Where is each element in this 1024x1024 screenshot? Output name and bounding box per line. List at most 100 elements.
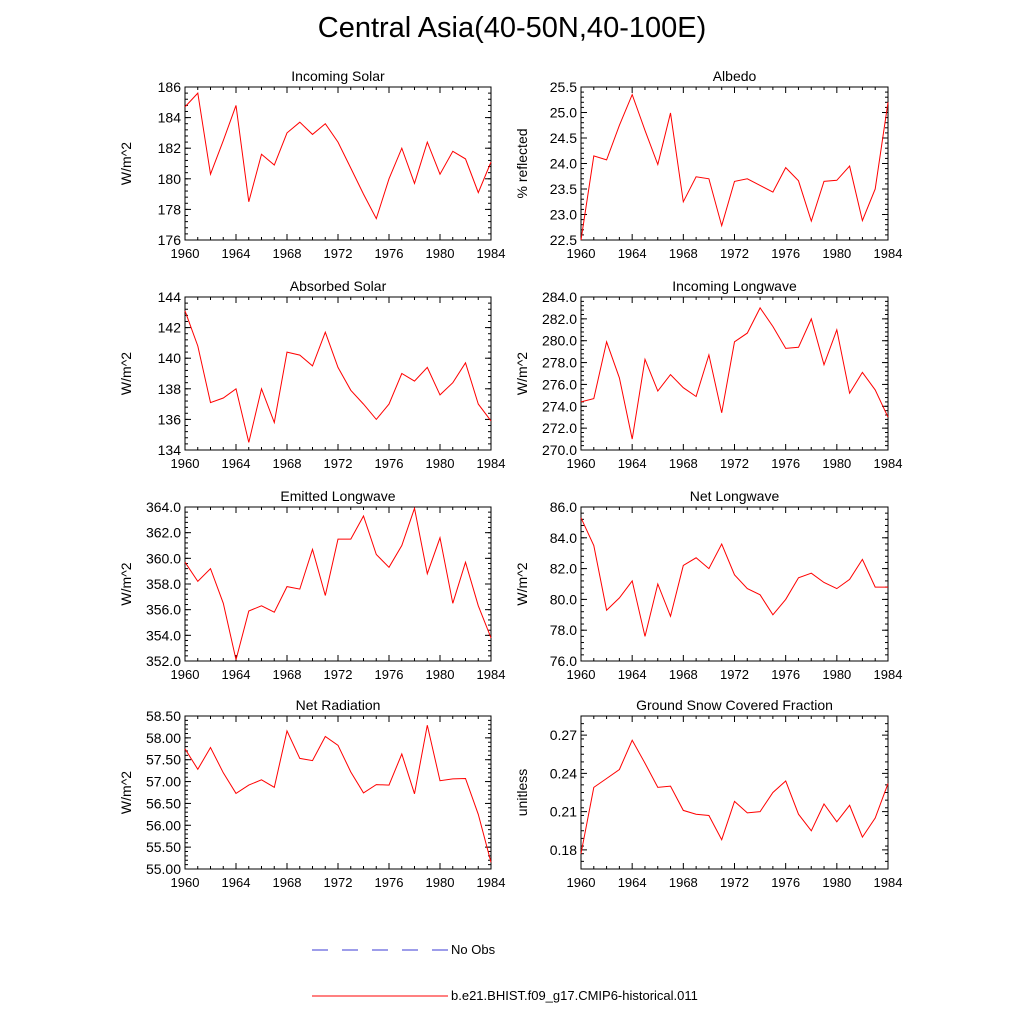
y-tick-label: 362.0 bbox=[146, 525, 181, 541]
y-tick-label: 55.50 bbox=[146, 839, 181, 855]
y-tick-label: 184 bbox=[158, 110, 182, 126]
x-tick-label: 1972 bbox=[324, 875, 353, 890]
y-tick-label: 364.0 bbox=[146, 499, 181, 515]
y-tick-label: 278.0 bbox=[542, 355, 577, 371]
y-tick-label: 360.0 bbox=[146, 550, 181, 566]
y-axis-label: % reflected bbox=[514, 128, 530, 198]
x-tick-label: 1980 bbox=[822, 667, 851, 682]
chart-title: Net Radiation bbox=[296, 697, 381, 713]
y-tick-label: 180 bbox=[158, 171, 182, 187]
x-tick-label: 1968 bbox=[669, 875, 698, 890]
x-tick-label: 1964 bbox=[222, 456, 251, 471]
y-tick-label: 136 bbox=[158, 411, 182, 427]
y-tick-label: 282.0 bbox=[542, 311, 577, 327]
chart-panel-2: Albedo % reflected 1960 1964 1968 1972 1976 198… bbox=[514, 68, 902, 261]
y-tick-label: 284.0 bbox=[542, 289, 577, 305]
x-tick-label: 1968 bbox=[273, 456, 302, 471]
y-tick-label: 25.5 bbox=[550, 79, 577, 95]
y-tick-label: 140 bbox=[158, 350, 182, 366]
x-tick-label: 1960 bbox=[567, 667, 596, 682]
plot-frame bbox=[184, 715, 492, 870]
y-axis-label: W/m^2 bbox=[514, 352, 530, 395]
x-tick-label: 1976 bbox=[771, 667, 800, 682]
x-tick-label: 1984 bbox=[874, 667, 903, 682]
y-tick-label: 23.5 bbox=[550, 181, 577, 197]
y-tick-label: 86.0 bbox=[550, 499, 577, 515]
y-tick-label: 84.0 bbox=[550, 530, 577, 546]
chart-title: Ground Snow Covered Fraction bbox=[636, 697, 833, 713]
x-tick-label: 1964 bbox=[618, 667, 647, 682]
y-tick-label: 144 bbox=[158, 289, 182, 305]
y-tick-label: 0.24 bbox=[550, 765, 577, 781]
series-line bbox=[580, 93, 889, 241]
y-tick-label: 56.50 bbox=[146, 795, 181, 811]
x-tick-label: 1972 bbox=[720, 246, 749, 261]
y-tick-label: 280.0 bbox=[542, 333, 577, 349]
y-tick-label: 56.00 bbox=[146, 817, 181, 833]
y-tick-label: 25.0 bbox=[550, 105, 577, 121]
x-tick-label: 1984 bbox=[874, 875, 903, 890]
y-tick-label: 57.50 bbox=[146, 752, 181, 768]
y-tick-label: 24.0 bbox=[550, 156, 577, 172]
x-tick-label: 1984 bbox=[477, 456, 506, 471]
y-tick-label: 178 bbox=[158, 201, 182, 217]
x-tick-label: 1972 bbox=[324, 456, 353, 471]
chart-title: Incoming Solar bbox=[291, 68, 385, 84]
x-tick-label: 1960 bbox=[567, 456, 596, 471]
chart-panel-8: Ground Snow Covered Fraction unitless 1960… bbox=[514, 697, 902, 890]
y-tick-label: 0.18 bbox=[550, 842, 577, 858]
x-tick-label: 1972 bbox=[720, 875, 749, 890]
y-tick-label: 22.5 bbox=[550, 232, 577, 248]
chart-panel-3: Absorbed Solar W/m^2 1960 1964 1968 1972 1976 1… bbox=[118, 278, 505, 471]
series-line bbox=[184, 506, 492, 660]
y-tick-label: 352.0 bbox=[146, 653, 181, 669]
x-tick-label: 1964 bbox=[222, 667, 251, 682]
chart-title: Emitted Longwave bbox=[280, 488, 395, 504]
y-axis-label: W/m^2 bbox=[118, 142, 134, 185]
x-tick-label: 1960 bbox=[171, 875, 200, 890]
plot-frame bbox=[580, 296, 889, 451]
chart-panel-5: Emitted Longwave W/m^2 1960 1964 1968 1972 197… bbox=[118, 488, 505, 682]
x-tick-label: 1964 bbox=[618, 246, 647, 261]
x-tick-label: 1960 bbox=[567, 246, 596, 261]
x-tick-label: 1984 bbox=[477, 667, 506, 682]
y-tick-label: 274.0 bbox=[542, 398, 577, 414]
x-tick-label: 1960 bbox=[171, 456, 200, 471]
x-tick-label: 1980 bbox=[426, 875, 455, 890]
x-tick-label: 1980 bbox=[822, 875, 851, 890]
x-tick-label: 1964 bbox=[222, 875, 251, 890]
plot-frame bbox=[580, 506, 889, 662]
y-axis-label: W/m^2 bbox=[514, 562, 530, 605]
y-tick-label: 272.0 bbox=[542, 420, 577, 436]
x-tick-label: 1976 bbox=[771, 246, 800, 261]
x-tick-label: 1960 bbox=[567, 875, 596, 890]
series-line bbox=[580, 306, 889, 440]
plot-frame bbox=[580, 86, 889, 241]
y-tick-label: 55.00 bbox=[146, 861, 181, 877]
legend-label-no-obs: No Obs bbox=[451, 942, 496, 957]
y-tick-label: 80.0 bbox=[550, 591, 577, 607]
x-tick-label: 1976 bbox=[375, 875, 404, 890]
y-tick-label: 186 bbox=[158, 79, 182, 95]
y-tick-label: 182 bbox=[158, 140, 182, 156]
y-tick-label: 354.0 bbox=[146, 627, 181, 643]
y-tick-label: 57.00 bbox=[146, 774, 181, 790]
y-tick-label: 358.0 bbox=[146, 576, 181, 592]
x-tick-label: 1968 bbox=[669, 246, 698, 261]
y-tick-label: 76.0 bbox=[550, 653, 577, 669]
x-tick-label: 1984 bbox=[874, 246, 903, 261]
x-tick-label: 1980 bbox=[822, 456, 851, 471]
x-tick-label: 1984 bbox=[874, 456, 903, 471]
legend-label-model: b.e21.BHIST.f09_g17.CMIP6-historical.011 bbox=[451, 988, 698, 1003]
y-tick-label: 0.21 bbox=[550, 804, 577, 820]
chart-title: Absorbed Solar bbox=[290, 278, 387, 294]
page-title: Central Asia(40-50N,40-100E) bbox=[317, 12, 707, 44]
x-tick-label: 1964 bbox=[222, 246, 251, 261]
chart-title: Net Longwave bbox=[690, 488, 780, 504]
x-tick-label: 1964 bbox=[618, 875, 647, 890]
x-tick-label: 1976 bbox=[375, 456, 404, 471]
y-tick-label: 276.0 bbox=[542, 376, 577, 392]
series-line bbox=[184, 310, 492, 443]
x-tick-label: 1980 bbox=[426, 456, 455, 471]
x-tick-label: 1980 bbox=[426, 246, 455, 261]
